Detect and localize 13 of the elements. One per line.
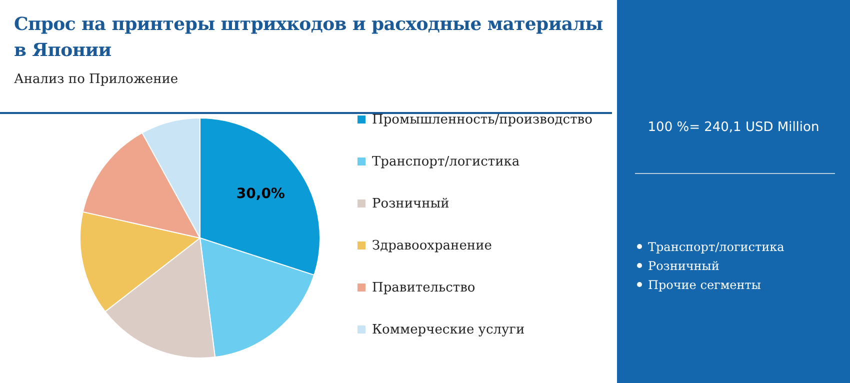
legend-label: Розничный xyxy=(372,196,450,212)
legend-label: Транспорт/логистика xyxy=(372,154,520,170)
text: Транспорт/логистика xyxy=(647,239,784,256)
text: Розничный xyxy=(647,258,720,275)
data-label: 30,0% xyxy=(236,186,285,202)
legend-label: Промышленность/производство xyxy=(372,112,593,128)
legend-label: Правительство xyxy=(372,280,476,296)
chart-title: Спрос на принтеры штрихкодов и расходные материалы в Японии xyxy=(14,13,604,63)
chart-subtitle: Анализ по Приложение xyxy=(14,72,178,87)
legend-label: Здравоохранение xyxy=(372,238,492,254)
legend-label: Коммерческие услуги xyxy=(372,322,525,338)
text: Прочие сегменты xyxy=(647,277,762,294)
text: 100 %= 240,1 USD Million xyxy=(646,120,820,135)
